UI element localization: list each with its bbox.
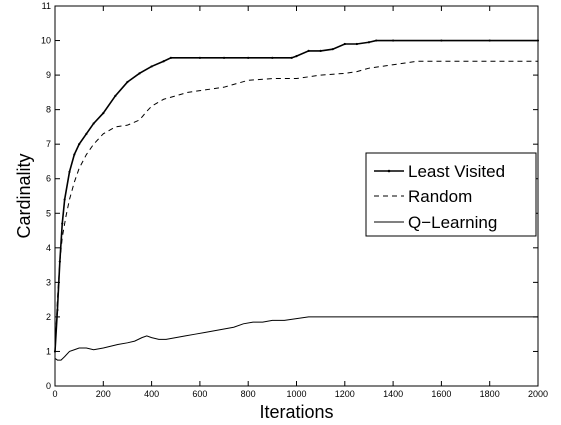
data-point-least-visited — [307, 49, 310, 53]
data-point-least-visited — [138, 72, 141, 75]
y-tick-label: 5 — [46, 208, 51, 218]
x-tick-label: 1600 — [431, 389, 451, 399]
data-point-least-visited — [114, 94, 117, 97]
data-point-least-visited — [73, 153, 76, 156]
data-point-least-visited — [53, 350, 57, 353]
data-point-least-visited — [68, 170, 71, 173]
data-point-least-visited — [375, 39, 378, 42]
data-point-least-visited — [392, 39, 395, 42]
data-point-least-visited — [367, 41, 371, 44]
y-tick-label: 3 — [46, 277, 51, 287]
x-tick-label: 1400 — [383, 389, 403, 399]
legend: Least Visited Random Q−Learning — [365, 152, 537, 237]
series-line-random — [54, 60, 538, 352]
data-point-least-visited — [355, 42, 358, 46]
data-point-least-visited — [488, 39, 491, 42]
data-point-least-visited — [198, 56, 201, 59]
data-point-least-visited — [319, 49, 322, 53]
data-point-least-visited — [162, 60, 165, 63]
data-point-least-visited — [343, 42, 346, 46]
y-tick-label: 10 — [41, 36, 51, 46]
y-tick-label: 9 — [46, 70, 51, 80]
x-tick-label: 1800 — [480, 389, 500, 399]
axis-ticks: 0 200 400 600 800 1000 1200 1400 1600 1800 2000 0 1 2… — [41, 1, 548, 399]
y-axis-label: Cardinality — [14, 153, 34, 238]
y-tick-label: 7 — [46, 139, 51, 149]
y-tick-label: 6 — [46, 174, 51, 184]
series-line-q-learning — [54, 316, 538, 361]
y-tick-label: 0 — [46, 381, 51, 391]
data-point-least-visited — [102, 111, 105, 115]
x-tick-label: 2000 — [528, 389, 548, 399]
data-point-least-visited — [290, 56, 293, 59]
data-point-least-visited — [536, 39, 540, 42]
y-tick-label: 2 — [46, 312, 51, 322]
x-tick-label: 1000 — [286, 389, 306, 399]
data-point-least-visited — [61, 222, 64, 225]
data-point-least-visited — [271, 56, 274, 59]
series-layer — [53, 39, 540, 361]
x-tick-label: 0 — [52, 389, 57, 399]
data-point-least-visited — [126, 80, 129, 84]
data-point-least-visited — [247, 56, 250, 59]
x-tick-label: 1200 — [335, 389, 355, 399]
data-point-least-visited — [85, 132, 88, 135]
x-tick-label: 800 — [241, 389, 256, 399]
y-tick-label: 4 — [46, 243, 51, 253]
series-line-least-visited — [54, 39, 538, 352]
legend-marker-least-visited — [387, 169, 391, 173]
data-point-least-visited — [295, 54, 298, 58]
data-point-least-visited — [63, 198, 66, 201]
y-tick-label: 1 — [46, 346, 51, 356]
x-tick-label: 600 — [192, 389, 207, 399]
data-point-least-visited — [92, 122, 95, 125]
data-point-least-visited — [440, 39, 443, 42]
data-point-least-visited — [150, 65, 153, 68]
data-point-least-visited — [169, 56, 173, 59]
legend-label-least-visited: Least Visited — [408, 162, 505, 181]
data-point-least-visited — [222, 56, 226, 59]
data-point-least-visited — [331, 48, 334, 51]
x-tick-label: 400 — [144, 389, 159, 399]
y-tick-label: 8 — [46, 105, 51, 115]
x-tick-label: 200 — [96, 389, 111, 399]
legend-label-random: Random — [408, 187, 472, 206]
legend-label-q-learning: Q−Learning — [408, 213, 497, 232]
x-axis-label: Iterations — [259, 402, 333, 422]
data-point-least-visited — [78, 143, 81, 146]
y-tick-label: 11 — [42, 1, 51, 11]
